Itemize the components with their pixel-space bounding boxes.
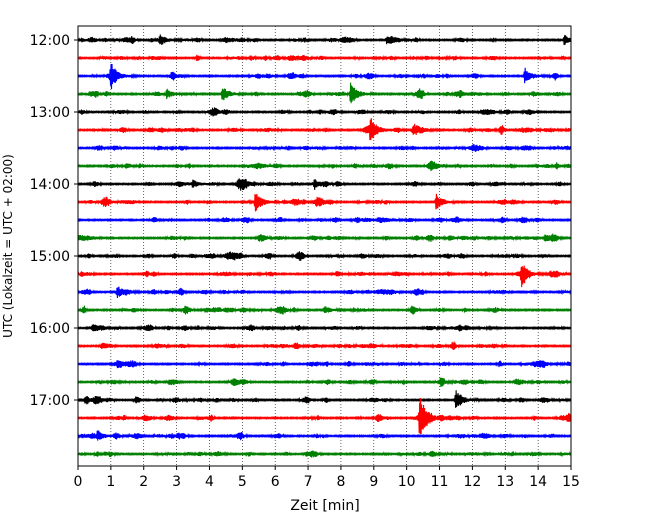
seismic-trace — [77, 430, 572, 441]
seismic-trace — [77, 450, 572, 458]
seismic-trace — [77, 118, 572, 141]
x-tick-label: 15 — [562, 474, 580, 490]
x-tick-label: 11 — [431, 474, 449, 490]
y-tick-label: 12:00 — [30, 33, 70, 49]
x-tick-label: 1 — [106, 474, 115, 490]
y-tick-label: 14:00 — [30, 177, 70, 193]
seismic-trace — [77, 390, 572, 408]
seismic-trace — [77, 397, 572, 435]
seismic-trace — [77, 233, 572, 242]
x-axis: 0 1 2 3 4 5 6 7 8 9 10 11 12 13 14 15 — [74, 466, 580, 490]
seismic-trace — [77, 305, 572, 315]
x-tick-label: 8 — [336, 474, 345, 490]
y-tick-label: 13:00 — [30, 105, 70, 121]
seismic-trace — [77, 160, 572, 172]
seismic-trace — [77, 107, 572, 117]
seismic-trace — [77, 341, 572, 350]
seismic-trace — [77, 193, 572, 212]
seismic-trace — [77, 324, 572, 332]
x-tick-label: 9 — [369, 474, 378, 490]
x-tick-label: 0 — [74, 474, 83, 490]
x-axis-title: Zeit [min] — [290, 498, 359, 514]
seismic-trace — [77, 265, 572, 288]
y-tick-label: 16:00 — [30, 321, 70, 337]
x-tick-label: 10 — [398, 474, 416, 490]
y-axis: 12:00 13:00 14:00 15:00 16:00 17:00 — [30, 33, 78, 409]
seismic-trace — [77, 216, 572, 224]
seismic-trace — [77, 54, 572, 62]
seismic-trace — [77, 178, 572, 191]
x-tick-label: 7 — [304, 474, 313, 490]
plot-frame — [77, 25, 572, 467]
x-tick-label: 4 — [205, 474, 214, 490]
x-tick-label: 6 — [271, 474, 280, 490]
y-tick-label: 15:00 — [30, 249, 70, 265]
seismic-trace — [77, 360, 572, 369]
x-tick-label: 12 — [463, 474, 481, 490]
seismic-trace — [77, 251, 572, 261]
grid-lines — [110, 26, 539, 466]
x-tick-label: 13 — [496, 474, 514, 490]
x-tick-label: 2 — [139, 474, 148, 490]
seismic-traces — [77, 34, 572, 458]
seismic-trace — [77, 63, 572, 89]
y-tick-label: 17:00 — [30, 393, 70, 409]
seismic-trace — [77, 286, 572, 299]
x-tick-label: 14 — [529, 474, 547, 490]
y-axis-title: UTC (Lokalzeit = UTC + 02:00) — [1, 154, 15, 338]
x-tick-label: 3 — [172, 474, 181, 490]
x-tick-label: 5 — [238, 474, 247, 490]
seismic-trace — [77, 34, 572, 46]
seismic-trace — [77, 377, 572, 388]
seismic-trace — [77, 144, 572, 152]
seismic-trace — [77, 82, 572, 104]
